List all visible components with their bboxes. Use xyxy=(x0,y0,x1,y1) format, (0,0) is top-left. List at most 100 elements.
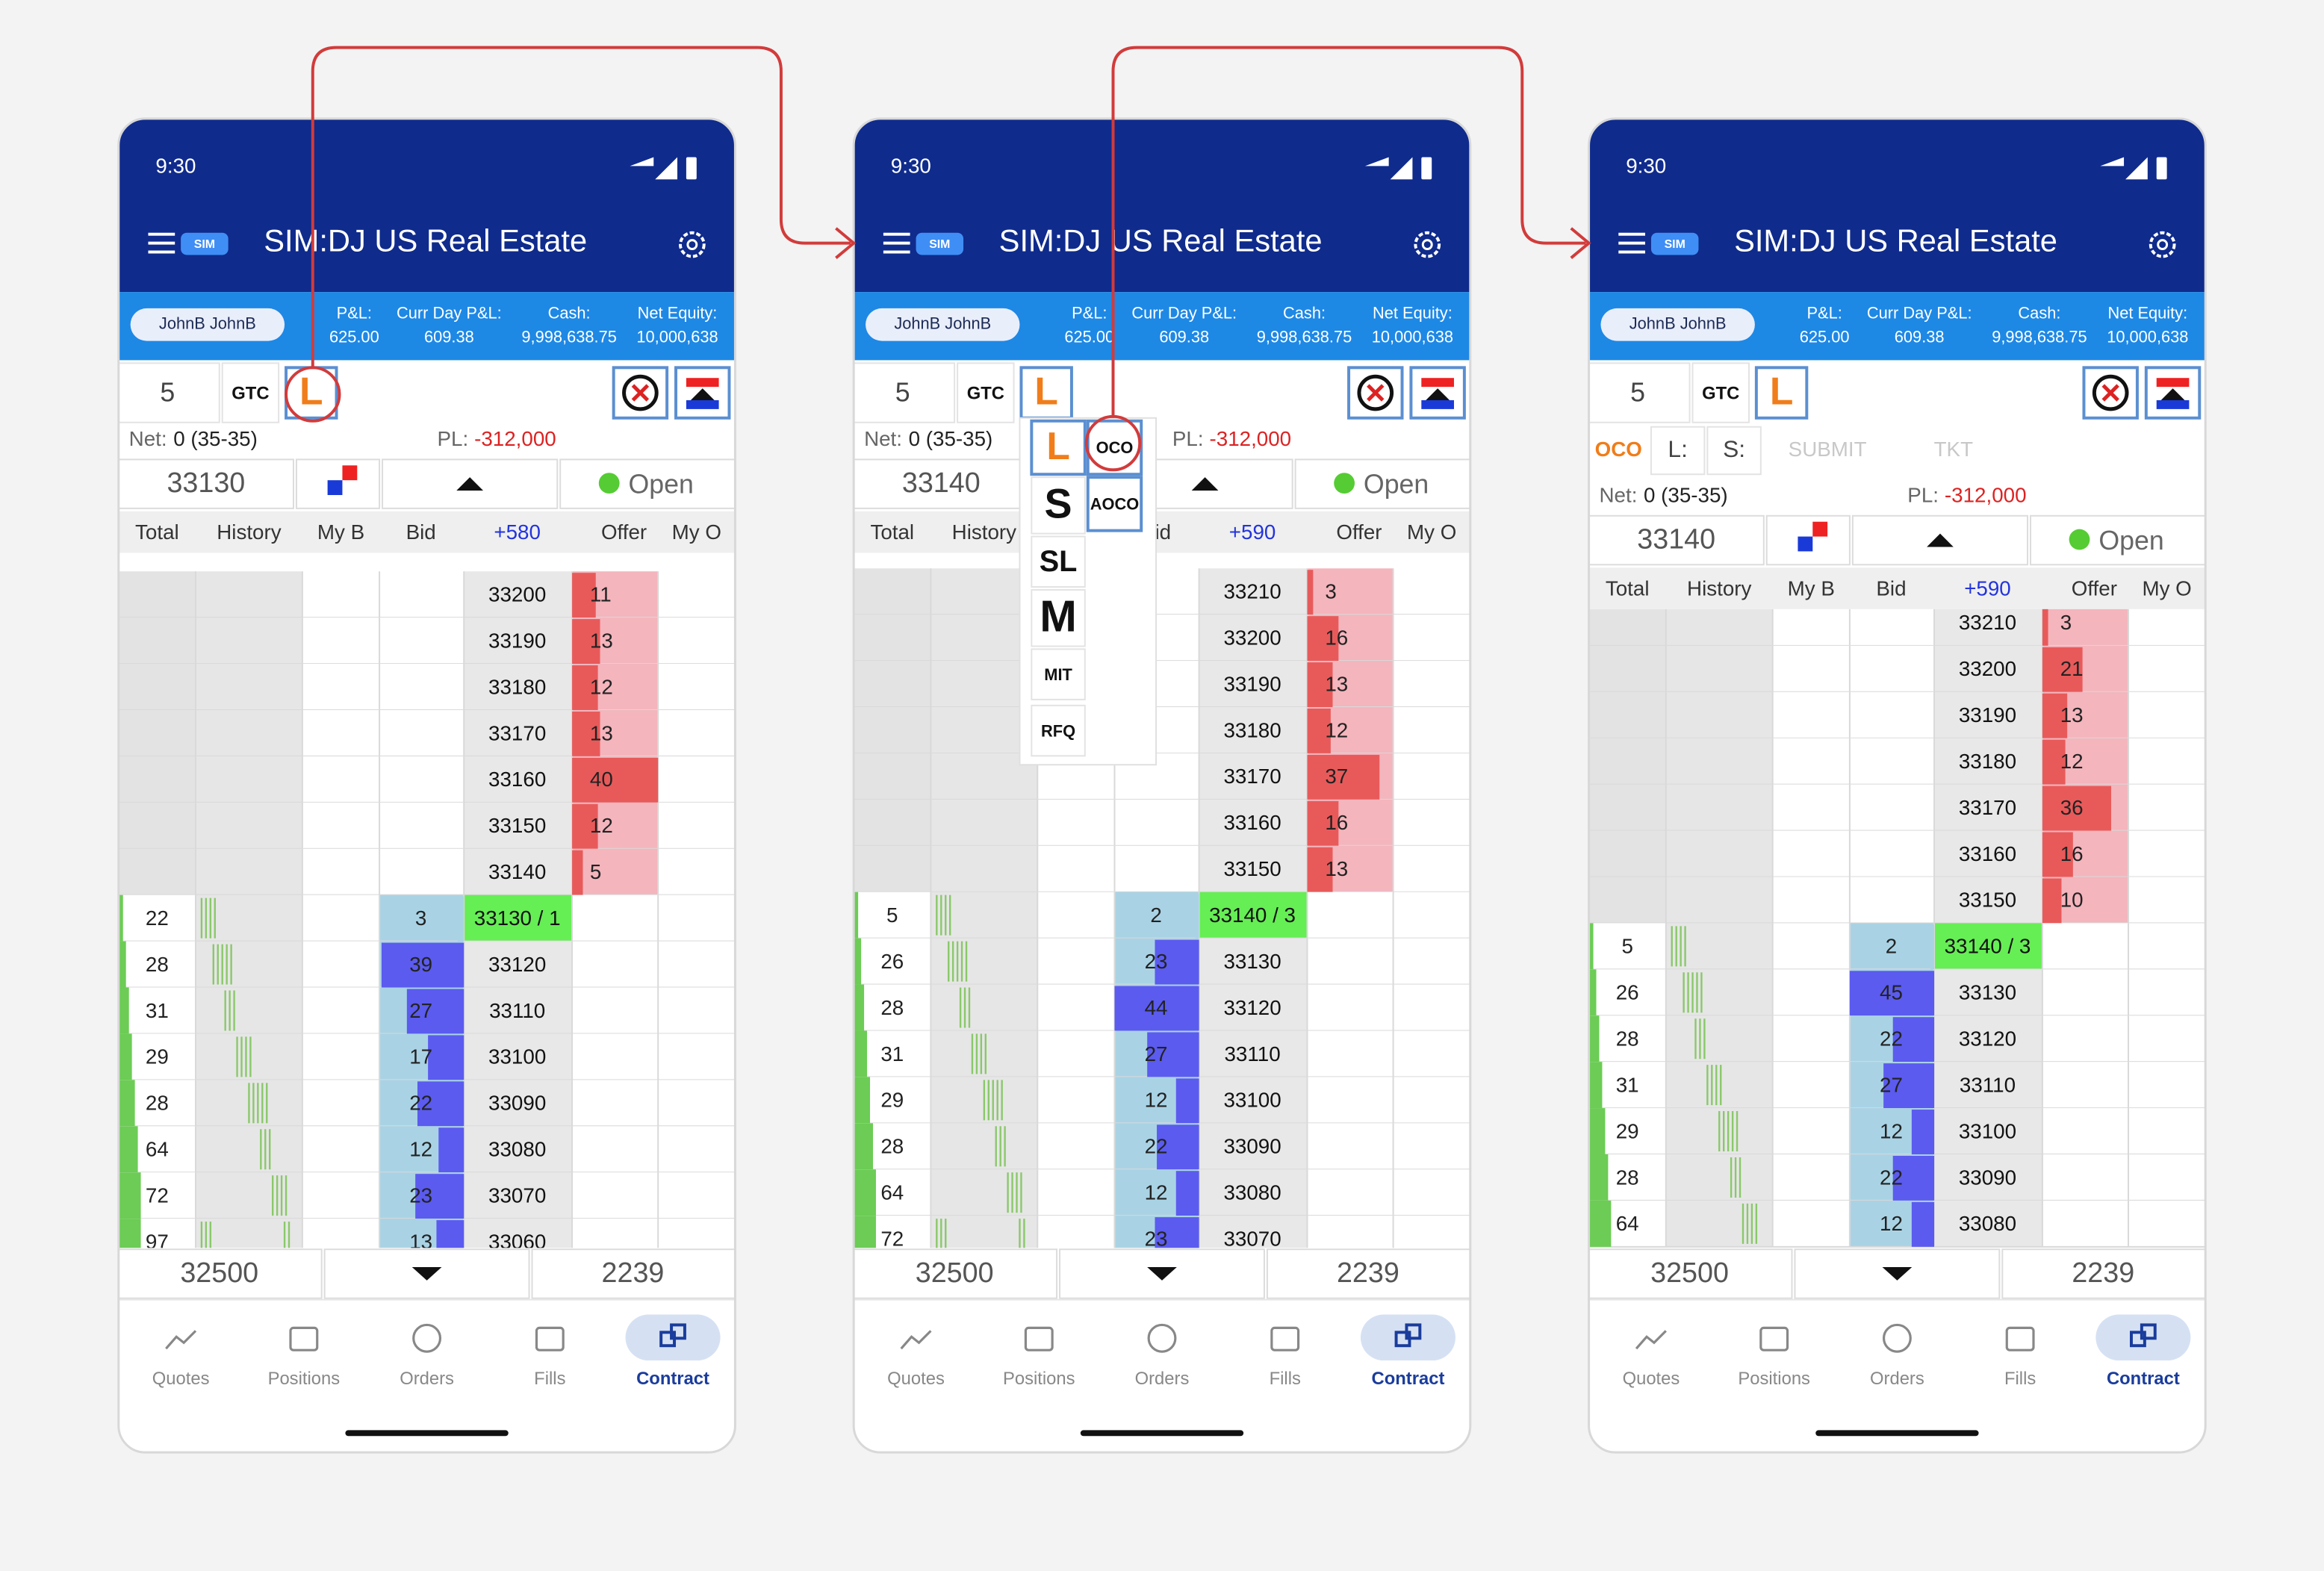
history-cell xyxy=(1665,1015,1773,1063)
nav-tab[interactable]: Orders xyxy=(400,1369,454,1389)
gtc-button[interactable]: GTC xyxy=(232,383,269,403)
column-header: Offer xyxy=(601,520,647,544)
limit-button[interactable]: L xyxy=(1770,370,1794,413)
scroll-up-box[interactable] xyxy=(1851,514,2029,566)
market-status: Open xyxy=(2098,526,2163,556)
wifi-icon xyxy=(1364,157,1389,167)
my-offer-cell xyxy=(658,1126,736,1173)
price-cell xyxy=(464,1080,573,1127)
nav-tab[interactable]: Positions xyxy=(1003,1369,1075,1389)
sim-badge-text: SIM xyxy=(1665,238,1685,251)
order-type-option[interactable]: AOCO xyxy=(1090,495,1140,514)
order-type-option[interactable]: M xyxy=(1040,591,1077,641)
price-cell xyxy=(1199,892,1308,939)
nav-tab[interactable]: Contract xyxy=(2107,1369,2180,1389)
status-dot xyxy=(2069,529,2090,550)
column-header: Offer xyxy=(2072,576,2117,600)
pl-value: -312,000 xyxy=(474,427,556,450)
nav-tab[interactable]: Contract xyxy=(1372,1369,1445,1389)
total-cell xyxy=(854,938,931,985)
limit-button[interactable]: L xyxy=(299,370,323,413)
price: 33080 xyxy=(488,1138,546,1161)
my-offer-cell xyxy=(658,1172,736,1219)
my-bid-cell xyxy=(1037,984,1115,1031)
price: 33160 xyxy=(1223,811,1281,834)
offer-cell xyxy=(2042,969,2129,1016)
bid-bar xyxy=(1883,1063,1935,1109)
bid-qty: 17 xyxy=(409,1045,432,1068)
buysell-box[interactable] xyxy=(1409,366,1466,420)
price-cell xyxy=(464,802,573,849)
total-cell xyxy=(1588,738,1666,785)
account-name: JohnB JohnB xyxy=(894,314,991,333)
order-type-option[interactable]: S xyxy=(1045,481,1072,527)
total-qty: 29 xyxy=(880,1089,904,1112)
history-cell xyxy=(930,1123,1038,1170)
buysell-blue xyxy=(2156,399,2190,409)
offer-cell xyxy=(2042,1108,2129,1154)
price: 33160 xyxy=(1959,842,2016,865)
net-label: Net: xyxy=(129,427,167,450)
order-type-option[interactable]: SL xyxy=(1040,545,1078,578)
order-type-option[interactable]: MIT xyxy=(1044,665,1072,684)
my-offer-cell xyxy=(1393,1077,1470,1124)
nav-tab[interactable]: Quotes xyxy=(887,1369,945,1389)
nav-tab[interactable]: Contract xyxy=(636,1369,709,1389)
order-type-option[interactable]: L xyxy=(1046,424,1070,467)
my-offer-cell xyxy=(1393,892,1470,939)
menu-icon xyxy=(883,250,910,254)
order-qty: 5 xyxy=(895,377,910,407)
nav-tab[interactable]: Fills xyxy=(534,1369,565,1389)
my-bid-cell xyxy=(302,571,380,618)
offer-bar xyxy=(572,619,600,665)
bid-qty: 12 xyxy=(1145,1181,1168,1204)
cancel-icon xyxy=(622,374,659,411)
bid-qty: 12 xyxy=(1880,1212,1903,1235)
menu-icon xyxy=(148,241,175,245)
price-cell xyxy=(1934,784,2042,831)
nav-tab[interactable]: Fills xyxy=(2004,1369,2036,1389)
gtc-button[interactable]: GTC xyxy=(1702,383,1739,403)
my-bid-cell xyxy=(302,1172,380,1219)
submit-button[interactable]: SUBMIT xyxy=(1789,438,1867,461)
offer-qty: 13 xyxy=(590,721,613,744)
arrow-head xyxy=(835,227,857,259)
limit-button[interactable]: L xyxy=(1034,370,1058,413)
nav-tab[interactable]: Orders xyxy=(1135,1369,1190,1389)
my-bid-cell xyxy=(1037,938,1115,985)
bid-cell xyxy=(379,709,465,756)
net-label: Net: xyxy=(864,427,902,450)
order-type-option[interactable]: RFQ xyxy=(1041,721,1075,740)
offer-qty: 5 xyxy=(590,860,601,883)
pl-label: PL: xyxy=(1907,483,1939,506)
nav-tab[interactable]: Quotes xyxy=(152,1369,210,1389)
offer-qty: 21 xyxy=(2060,657,2084,680)
pnl-value: 10,000,638 xyxy=(636,327,718,346)
nav-tab[interactable]: Fills xyxy=(1270,1369,1301,1389)
nav-tab[interactable]: Orders xyxy=(1870,1369,1924,1389)
arrow-head xyxy=(1570,227,1591,259)
app-title: SIM:DJ US Real Estate xyxy=(1734,223,2057,258)
bid-bar xyxy=(1114,986,1199,1031)
my-offer-cell xyxy=(1393,845,1470,892)
bid-bar xyxy=(1930,924,1935,970)
bid-qty: 45 xyxy=(1880,981,1903,1004)
nav-tab[interactable]: Positions xyxy=(1738,1369,1810,1389)
bid-cell xyxy=(1849,877,1935,924)
app-header xyxy=(1588,118,2206,293)
history-cell xyxy=(930,892,1038,939)
gtc-button[interactable]: GTC xyxy=(967,383,1004,403)
offer-qty: 36 xyxy=(2060,796,2084,819)
bid-qty: 12 xyxy=(1880,1119,1903,1142)
order-type-option[interactable]: OCO xyxy=(1096,438,1134,457)
nav-tab[interactable]: Positions xyxy=(268,1369,341,1389)
nav-tab[interactable]: Quotes xyxy=(1623,1369,1680,1389)
offer-cell xyxy=(572,848,659,895)
offer-bar xyxy=(1307,754,1380,800)
bid-bar xyxy=(1892,1155,1935,1201)
bid-bar xyxy=(1155,939,1199,985)
offer-cell xyxy=(572,1126,659,1173)
offer-qty: 16 xyxy=(1325,626,1348,649)
my-offer-cell xyxy=(658,802,736,849)
ticket-button[interactable]: TKT xyxy=(1934,438,1973,461)
